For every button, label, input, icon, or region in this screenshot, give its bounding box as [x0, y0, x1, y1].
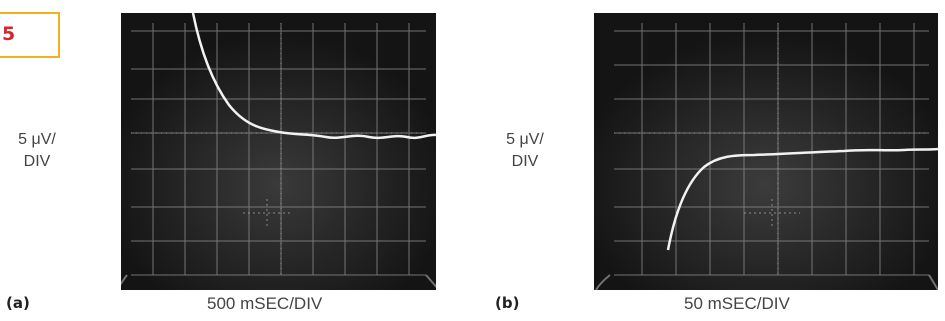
vertical-scale-a-line2: DIV: [23, 153, 51, 170]
horizontal-scale-label-a: 500 mSEC/DIV: [207, 294, 323, 313]
panel-label-b: (b): [495, 294, 520, 312]
vertical-scale-b-line2: DIV: [511, 153, 539, 170]
figure-number: 5: [2, 23, 16, 45]
figure-badge: 5: [0, 12, 60, 58]
vertical-scale-a-line1: 5 μV/: [18, 131, 56, 148]
oscilloscope-display-b: [594, 13, 938, 290]
oscilloscope-screen-a: [121, 13, 436, 290]
screen-background-b: [594, 13, 938, 290]
signal-trace-b: [666, 147, 938, 251]
signal-trace-a: [191, 13, 436, 140]
vertical-scale-label-b: 5 μV/ DIV: [496, 129, 554, 173]
horizontal-scale-label-b: 50 mSEC/DIV: [684, 294, 790, 313]
graticule-center-ticks-a: [131, 23, 426, 275]
oscilloscope-display-a: [121, 13, 436, 290]
vertical-scale-b-line1: 5 μV/: [506, 131, 544, 148]
screen-background-a: [121, 13, 436, 290]
graticule-center-ticks-b: [614, 23, 929, 275]
panel-label-a: (a): [6, 294, 30, 312]
vertical-scale-label-a: 5 μV/ DIV: [8, 129, 66, 173]
oscilloscope-screen-b: [594, 13, 938, 290]
